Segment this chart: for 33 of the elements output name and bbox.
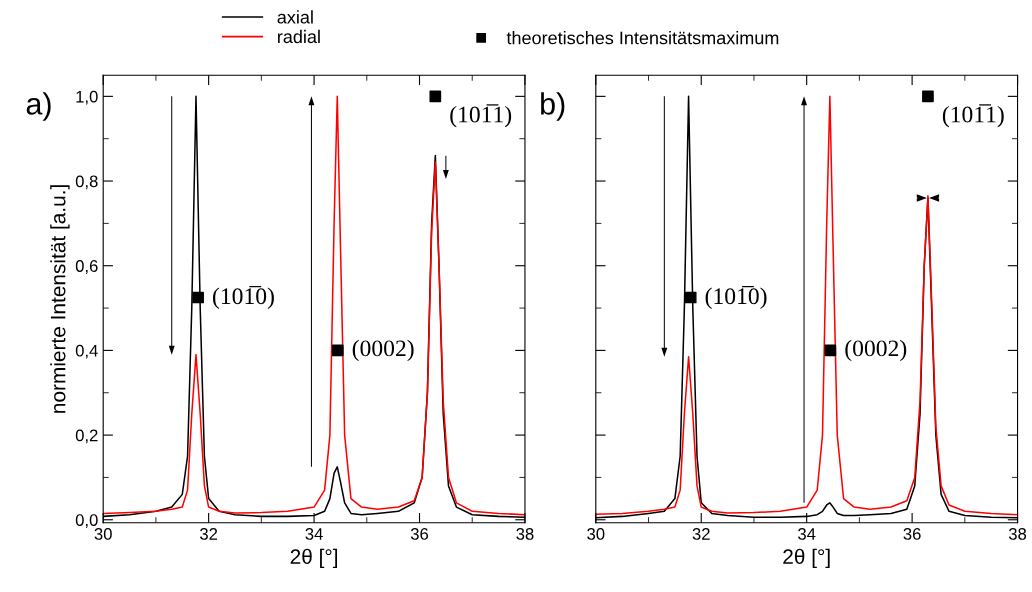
annotation: (101̅1) [450,104,512,128]
y-tick-label: 0,6 [75,260,98,274]
x-tick-label: 30 [587,528,605,540]
annotation: (101̅0) [705,285,767,309]
x-axis-title: 2θ [°] [290,548,338,569]
y-tick-label: 0,2 [75,429,98,444]
x-tick-label: 32 [692,528,710,540]
x-tick-label: 38 [516,528,534,540]
point [429,90,442,103]
x-tick-label: 38 [1008,528,1027,540]
legend-label: axial [277,10,313,24]
y-tick-label: 1,0 [76,90,98,105]
annotation: (101̅0) [213,285,274,309]
y-tick-label: 0,4 [75,344,98,359]
point [192,291,204,304]
annotation: (0002) [845,339,907,362]
point [331,344,344,357]
y-tick-label: 0,8 [75,175,98,190]
y-tick-label: 0,0 [75,514,98,528]
x-tick-label: 32 [200,528,218,540]
legend-label: radial [278,29,320,44]
text: b) [541,92,565,121]
y-axis-title: normierte Intensität [a.u.] [50,185,70,413]
x-tick-label: 36 [903,528,921,540]
annotation: (101̅1) [942,104,1004,128]
x-tick-label: 36 [410,528,429,540]
annotation: (0002) [352,339,414,362]
x-tick-label: 34 [305,528,323,540]
x-axis-title: 2θ [°] [783,548,830,569]
legend-label: theoretisches Intensitätsmaximum [506,31,779,45]
x-tick-label: 34 [798,528,816,540]
x-tick-label: 30 [94,528,112,540]
text: a) [26,92,51,121]
